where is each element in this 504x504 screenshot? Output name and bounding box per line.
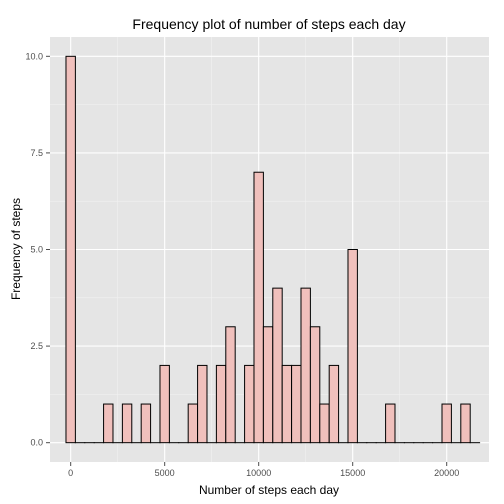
histogram-bar [140,403,152,444]
histogram-bar [300,287,311,444]
histogram-bar [460,403,471,444]
y-tick-label: 2.5 [30,341,43,351]
x-tick-label: 10000 [246,468,271,478]
y-tick-label: 0.0 [30,438,43,448]
histogram-bar [187,403,199,444]
histogram-bar [215,364,227,444]
histogram-bar [272,287,283,444]
histogram-bar [197,364,208,444]
bars [65,55,481,444]
histogram-bar [347,249,358,444]
y-tick-label: 5.0 [30,245,43,255]
x-tick-label: 20000 [434,468,459,478]
histogram-bar [281,364,293,444]
chart-title: Frequency plot of number of steps each d… [132,16,405,32]
histogram-bar [121,403,133,444]
histogram-bar [253,171,264,444]
axis-ticks: 0.0 2.5 5.0 7.5 10.0 0 5000 10000 15000 20000 [25,51,459,478]
histogram-bar [291,364,302,444]
x-tick-label: 15000 [340,468,365,478]
x-axis-label: Number of steps each day [199,483,339,497]
histogram-bar [65,55,76,444]
x-tick-label: 5000 [155,468,175,478]
histogram-bar [244,364,255,444]
histogram-bar [225,326,236,444]
histogram-bar [441,403,452,444]
x-tick-label: 0 [68,468,73,478]
histogram-bar [385,403,396,444]
y-tick-label: 7.5 [30,148,43,158]
y-tick-label: 10.0 [25,51,43,61]
histogram-bar [319,403,330,444]
histogram-bar [262,326,274,444]
histogram-bar [309,326,321,444]
y-axis-label: Frequency of steps [9,198,23,300]
histogram-bar [328,364,340,444]
histogram-bar [159,364,170,444]
histogram-bar [103,403,114,444]
